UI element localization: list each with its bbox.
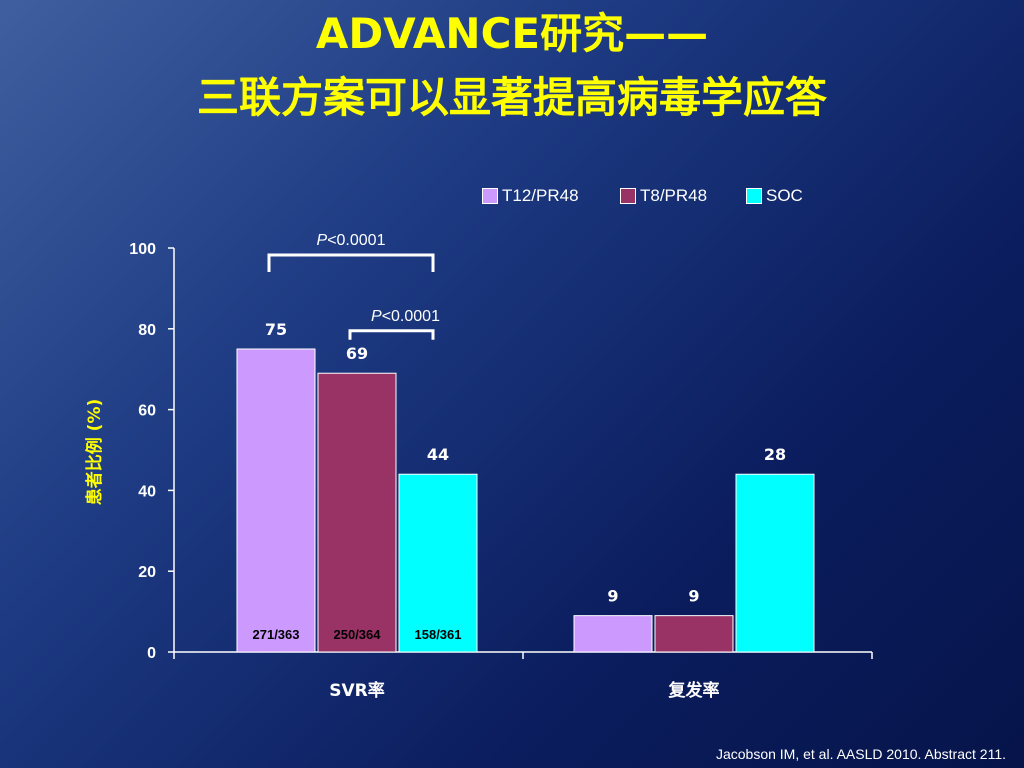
legend-item-t8: T8/PR48 (620, 186, 707, 206)
legend-item-soc: SOC (746, 186, 803, 206)
y-axis-title: 患者比例 (%) (84, 399, 105, 506)
legend-label-soc: SOC (766, 186, 803, 205)
category-label-1: 复发率 (668, 680, 720, 701)
y-tick-label-20: 20 (138, 564, 156, 581)
category-label-0: SVR率 (329, 680, 385, 701)
y-tick-label-0: 0 (147, 645, 156, 662)
legend-label-t12: T12/PR48 (502, 186, 579, 205)
legend-swatch-soc (746, 188, 762, 204)
legend-item-t12: T12/PR48 (482, 186, 579, 206)
bar-note-0-2: 158/361 (415, 627, 462, 642)
y-tick-label-60: 60 (138, 403, 156, 420)
data-label-0-2: 44 (427, 445, 449, 464)
bar-0-0 (236, 348, 316, 653)
bar-note-0-0: 271/363 (253, 627, 300, 642)
slide-title-line2: 三联方案可以显著提高病毒学应答 (196, 73, 827, 122)
bar-1-2 (735, 473, 815, 653)
significance-label-1: P<0.0001 (371, 308, 440, 325)
bar-0-2 (398, 473, 478, 653)
bar-note-0-1: 250/364 (334, 627, 382, 642)
y-tick-label-80: 80 (138, 322, 156, 339)
data-label-1-2: 28 (764, 445, 786, 464)
data-label-1-1: 9 (688, 587, 699, 606)
bar-1-1 (654, 615, 734, 653)
data-label-1-0: 9 (607, 587, 618, 606)
legend-label-t8: T8/PR48 (640, 186, 708, 205)
significance-label-0: P<0.0001 (317, 232, 386, 249)
bar-0-1 (317, 372, 397, 653)
data-label-0-0: 75 (265, 320, 287, 339)
slide-title-line1: ADVANCE研究—— (315, 9, 709, 58)
citation-footnote: Jacobson IM, et al. AASLD 2010. Abstract… (715, 746, 1006, 762)
y-tick-label-40: 40 (138, 483, 156, 500)
data-label-0-1: 69 (346, 344, 368, 363)
significance-bracket-1 (348, 329, 435, 340)
significance-bracket-0 (267, 253, 435, 272)
y-tick-label-100: 100 (129, 241, 156, 258)
legend-swatch-t8 (620, 188, 636, 204)
bar-1-0 (573, 615, 653, 653)
legend-swatch-t12 (482, 188, 498, 204)
